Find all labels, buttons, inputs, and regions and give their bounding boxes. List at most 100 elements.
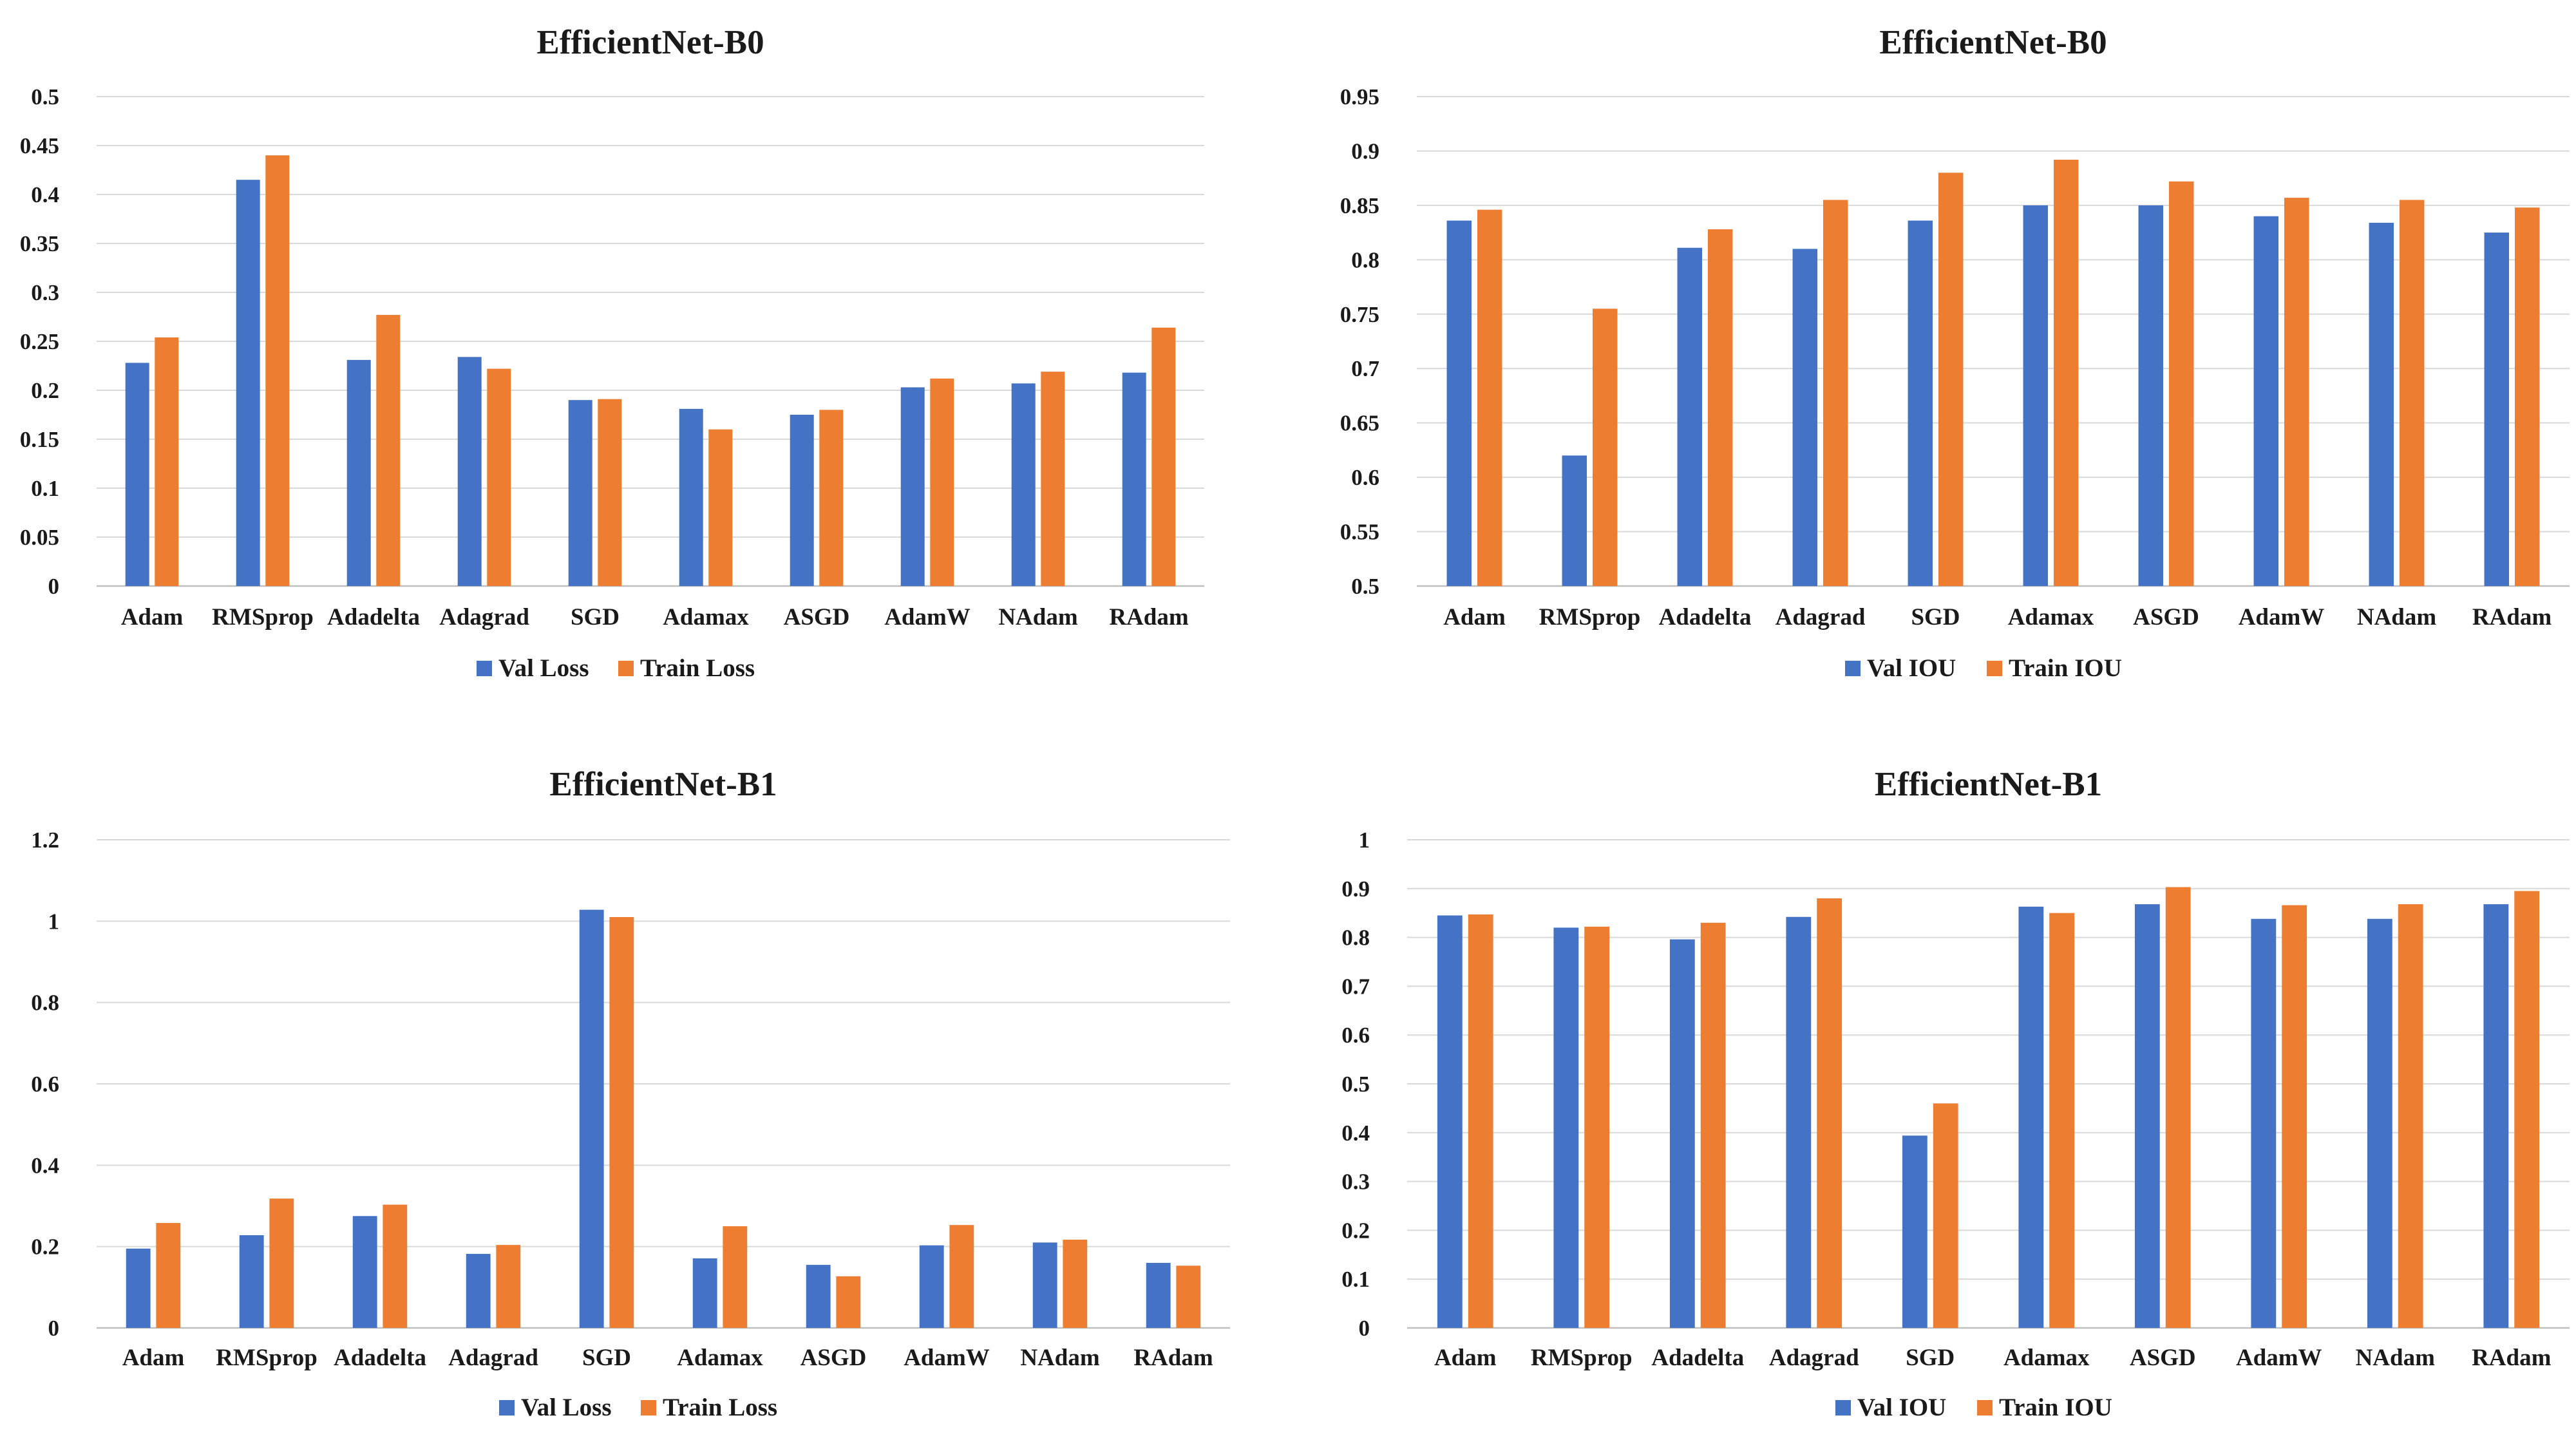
chart-2-ytick-label: 0.4 [31,1153,59,1178]
chart-1-category-label: NAdam [2357,604,2437,630]
chart-1-ytick-label: 0.55 [1340,520,1379,545]
chart-0-legend-swatch [618,661,634,676]
chart-1-category-label: Adagrad [1776,604,1866,630]
chart-3-bar-train-iou-sgd [1933,1103,1958,1328]
chart-3-bar-train-iou-adagrad [1817,898,1842,1328]
chart-2-bar-train-loss-asgd [836,1276,861,1328]
chart-1-ytick-label: 0.65 [1340,411,1379,436]
chart-2-bar-train-loss-adamax [723,1226,748,1328]
chart-1-ytick-label: 0.75 [1340,302,1379,327]
chart-1-bar-val-iou-asgd [2138,205,2164,586]
chart-1-bar-train-iou-adadelta [1707,229,1733,586]
chart-0-bar-train-loss-adagrad [487,368,511,586]
chart-0-category-label: SGD [571,604,620,630]
chart-2-category-label: Adamax [677,1345,763,1371]
chart-1-bar-val-iou-adamax [2023,205,2049,586]
chart-2-title: EfficientNet-B1 [549,766,777,803]
chart-0-legend-swatch [477,661,492,676]
chart-2-ytick-label: 0 [48,1316,60,1341]
chart-3-ytick-label: 0.5 [1341,1072,1370,1097]
chart-1-bar-val-iou-rmsprop [1562,455,1587,586]
chart-1-legend-swatch [1845,661,1861,676]
chart-2-ytick-label: 1.2 [31,828,59,853]
chart-3-bar-train-iou-adamw [2282,905,2307,1328]
chart-1-category-label: Adamax [2008,604,2094,630]
chart-3-bar-val-iou-asgd [2134,904,2160,1328]
chart-0-bar-train-loss-sgd [598,399,622,586]
chart-3-legend-swatch [1977,1400,1993,1416]
chart-2-bar-train-loss-adamw [949,1225,974,1328]
chart-0-bar-train-loss-adamw [930,378,954,586]
chart-1-bar-train-iou-asgd [2168,181,2194,586]
chart-2-bar-val-loss-rmsprop [239,1235,264,1328]
chart-2-bar-train-loss-sgd [609,917,634,1328]
chart-2-bar-train-loss-radam [1176,1265,1201,1328]
chart-1-bar-train-iou-adamw [2284,198,2309,587]
chart-3-bar-train-iou-rmsprop [1584,926,1610,1328]
chart-0-bar-val-loss-rmsprop [236,180,260,586]
chart-3-category-label: AdamW [2236,1345,2322,1371]
chart-b1-iou: EfficientNet-B1 0 0.1 0.2 0.3 0.4 0.5 0.6 0.7 0.8… [1288,741,2576,1449]
chart-1-ytick-label: 0.95 [1340,84,1379,109]
chart-0-bar-val-loss-asgd [790,415,814,586]
chart-3-bar-train-iou-nadam [2398,904,2423,1328]
chart-1-ytick-label: 0.7 [1351,356,1379,381]
chart-3-ytick-label: 0.1 [1341,1267,1370,1292]
chart-1-bar-train-iou-adamax [2053,159,2079,586]
chart-3-bar-val-iou-radam [2483,904,2509,1328]
chart-3-ytick-label: 0.9 [1341,876,1370,902]
chart-0-title: EfficientNet-B0 [536,24,764,61]
chart-3-category-label: Adadelta [1651,1345,1744,1371]
chart-3-ytick-label: 0.4 [1341,1121,1370,1146]
chart-3-bar-val-iou-adam [1437,915,1463,1328]
chart-3-legend-label: Val IOU [1857,1394,1946,1421]
chart-0-ytick-label: 0.05 [20,525,59,550]
chart-3-ytick-label: 0.6 [1341,1023,1370,1048]
chart-3-bar-val-iou-adagrad [1786,916,1812,1328]
chart-0-ytick-label: 0.3 [31,280,59,305]
chart-2-bar-train-loss-rmsprop [269,1198,294,1328]
chart-0-ytick-label: 0.5 [31,84,59,109]
chart-0-category-label: Adamax [663,604,749,630]
chart-2-bar-val-loss-adamw [919,1245,944,1328]
chart-2-ytick-label: 0.8 [31,990,59,1016]
chart-0-bar-val-loss-adagrad [457,357,482,586]
chart-3-category-label: RAdam [2472,1345,2552,1371]
chart-1-legend-swatch [1987,661,2002,676]
chart-1-legend-label: Train IOU [2009,654,2122,682]
chart-1-ytick-label: 0.5 [1351,574,1379,599]
chart-3-legend-label: Train IOU [1999,1394,2112,1421]
chart-0-ytick-label: 0.4 [31,182,59,207]
chart-3-bar-train-iou-radam [2514,891,2540,1328]
chart-1-legend-label: Val IOU [1867,654,1956,682]
chart-3-ytick-label: 0.8 [1341,925,1370,951]
chart-3-title: EfficientNet-B1 [1875,766,2102,803]
chart-2-bar-val-loss-adadelta [352,1216,377,1328]
chart-1-bar-train-iou-sgd [1938,173,1964,586]
chart-2-bar-val-loss-adagrad [466,1254,491,1328]
chart-0-ytick-label: 0.15 [20,427,59,452]
chart-0-bar-train-loss-rmsprop [265,155,290,586]
chart-3-ytick-label: 0.3 [1341,1170,1370,1195]
chart-1-category-label: SGD [1911,604,1960,630]
chart-0-ytick-label: 0.2 [31,378,59,403]
chart-0-category-label: RMSprop [212,604,314,630]
chart-b0-loss: EfficientNet-B0 0 0.05 0.1 0.15 0.2 0.25 0.3 0.3… [0,0,1262,721]
chart-0-bar-val-loss-sgd [568,400,592,586]
chart-3-bar-val-iou-adadelta [1669,939,1695,1328]
chart-b0-iou: EfficientNet-B0 0.5 0.55 0.6 0.65 0.7 0.75 0.8 0… [1288,0,2576,721]
chart-b0-iou-svg: EfficientNet-B0 0.5 0.55 0.6 0.65 0.7 0.75 0.8 0… [1340,24,2570,682]
chart-2-category-label: Adagrad [448,1345,538,1371]
chart-1-ytick-label: 0.85 [1340,193,1379,218]
chart-1-bar-val-iou-adam [1446,220,1472,586]
chart-1-ytick-label: 0.6 [1351,465,1379,490]
chart-1-bar-val-iou-sgd [1908,220,1933,586]
chart-0-legend-label: Val Loss [498,654,589,682]
chart-b1-loss: EfficientNet-B1 0 0.2 0.4 0.6 0.8 1 1.2 Adam RMSp… [0,741,1262,1449]
chart-3-bar-train-iou-adamax [2049,913,2075,1328]
chart-2-bar-val-loss-radam [1146,1262,1171,1328]
chart-1-bar-train-iou-adam [1477,209,1502,587]
chart-0-bar-val-loss-adam [125,363,149,586]
chart-3-ytick-label: 0 [1359,1316,1370,1341]
chart-3-category-label: ASGD [2130,1345,2196,1371]
